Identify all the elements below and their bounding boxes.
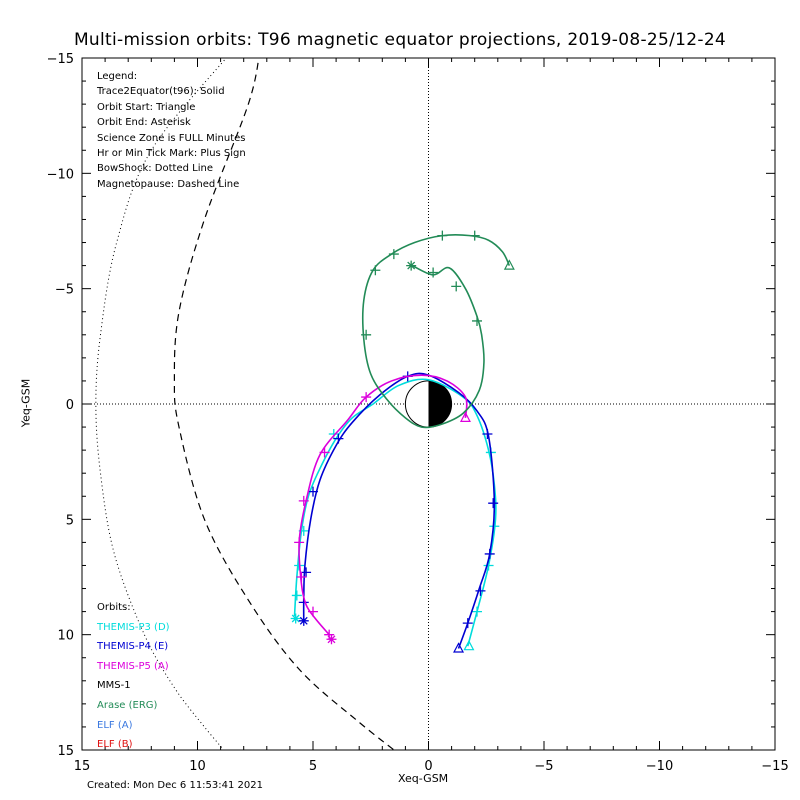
legend-item: Orbit End: Asterisk [97,117,191,129]
series-themis-p5-a [294,374,471,645]
orbit-legend-item: MMS-1 [97,680,131,692]
x-tick-label: 5 [309,759,317,774]
tick-mark [472,606,483,617]
orbit-start-marker [503,259,515,270]
orbit-end-marker [326,634,337,645]
y-tick-label: −10 [47,167,74,182]
legend-item: Science Zone is FULL Minutes [97,132,246,144]
tick-mark [296,572,307,582]
tick-mark [324,629,335,640]
tick-mark [451,281,462,292]
magnetopause-line [173,58,396,750]
tick-mark [291,590,302,601]
orbits-header: Orbits: [97,602,131,613]
legend-item: Magnetopause: Dashed Line [97,178,240,190]
orbit-legend-item: ELF (A) [97,719,133,731]
y-tick-label: 0 [66,398,74,413]
tick-mark [475,585,486,596]
series-arase-erg [361,230,515,429]
legend-item: Hr or Min Tick Mark: Plus Sign [97,148,246,160]
tick-mark [298,495,309,506]
x-tick-label: −10 [646,759,673,774]
legend-box: Legend: Trace2Equator(t96): Solid Orbit … [97,69,246,192]
y-tick-label: 10 [57,629,74,644]
tick-mark [333,433,344,444]
x-tick-label: 10 [189,759,206,774]
axes: 15 10 5 0 −5 −10 −15 −15 −10 −5 0 5 10 15 [47,52,789,774]
y-tick-label: 15 [57,744,74,759]
boundary-curves [95,58,396,750]
orbits-legend: Orbits: THEMIS-P3 (D) THEMIS-P4 (E) THEM… [97,598,170,755]
tick-mark [428,267,439,278]
tick-mark [294,537,305,548]
series-themis-p3-d [290,378,500,651]
y-axis-label: Yeq-GSM [19,378,33,428]
orbit-start-marker [459,411,471,422]
orbit-line [293,378,497,647]
tick-mark [482,428,493,439]
tick-mark [308,486,318,497]
series-themis-p4-e [298,371,499,653]
orbit-line [298,374,468,636]
orbit-start-marker [453,642,465,653]
x-tick-label: −15 [761,759,788,774]
legend-header: Legend: [97,71,138,82]
y-tick-label: −5 [55,283,74,298]
tick-mark [469,230,480,241]
tick-mark [472,315,483,326]
legend-item: Trace2Equator(t96): Solid [97,86,225,98]
orbit-legend-item: ELF (B) [97,739,133,751]
created-timestamp: Created: Mon Dec 6 11:53:41 2021 [87,780,263,791]
x-tick-label: −5 [534,759,553,774]
orbit-series [290,230,515,653]
tick-mark [301,567,312,578]
y-tick-label: −15 [47,52,74,67]
earth-symbol [404,380,453,428]
tick-mark [488,498,499,509]
tick-mark [308,606,318,617]
tick-mark [370,265,381,276]
tick-mark [328,428,339,439]
orbit-start-marker [463,639,475,651]
orbit-legend-item: THEMIS-P3 (D) [97,621,170,633]
tick-mark [319,447,330,458]
tick-mark [388,249,399,260]
orbit-legend-item: Arase (ERG) [97,699,158,711]
chart-title: Multi-mission orbits: T96 magnetic equat… [73,30,727,50]
x-tick-label: 0 [424,759,432,774]
y-tick-label: 5 [66,513,74,528]
orbit-legend-item: THEMIS-P5 (A) [97,660,169,672]
orbit-end-marker [406,260,417,271]
tick-mark [361,329,372,340]
x-axis-label: Xeq-GSM [398,772,449,785]
tick-mark [462,618,473,629]
legend-item: BowShock: Dotted Line [97,163,213,175]
orbit-end-marker [298,615,309,626]
orbit-end-marker [290,613,301,624]
tick-mark [361,392,372,403]
legend-item: Orbit Start: Triangle [97,101,196,113]
tick-mark [437,230,448,241]
tick-mark [484,548,495,559]
orbit-legend-item: THEMIS-P4 (E) [97,641,169,653]
earth-night-side [428,380,452,428]
bow-shock-line [95,58,227,750]
x-tick-label: 15 [74,759,91,774]
